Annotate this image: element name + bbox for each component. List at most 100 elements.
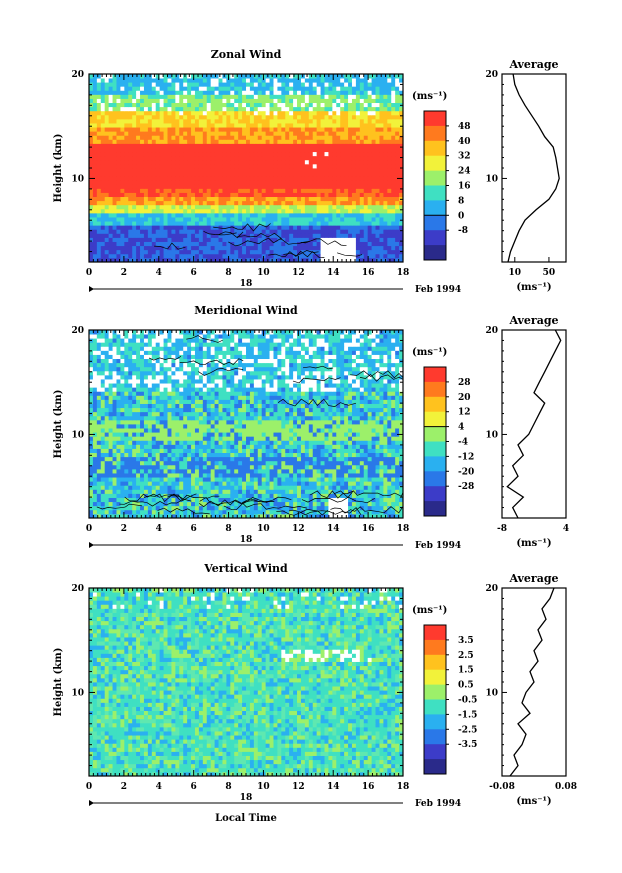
zonal-cell bbox=[344, 147, 349, 153]
zonal-cell bbox=[151, 94, 157, 99]
zonal-cell bbox=[344, 225, 349, 230]
zonal-cell bbox=[128, 180, 133, 185]
zonal-cell bbox=[273, 127, 278, 132]
zonal-cell bbox=[151, 123, 157, 128]
zonal-cell bbox=[191, 114, 196, 120]
zonal-cell bbox=[163, 229, 168, 234]
zonal-cell bbox=[100, 180, 106, 185]
zonal-cell bbox=[179, 98, 184, 104]
zonal-cell bbox=[206, 176, 212, 181]
zonal-cell bbox=[163, 74, 168, 79]
zonal-cell bbox=[140, 74, 145, 79]
zonal-cell bbox=[210, 176, 216, 181]
zonal-cell bbox=[269, 106, 274, 112]
zonal-cell bbox=[277, 237, 282, 242]
meridional-cell bbox=[89, 468, 94, 474]
zonal-cell bbox=[214, 172, 219, 177]
zonal-cell bbox=[324, 253, 329, 259]
zonal-cell bbox=[308, 172, 314, 177]
meridional-cell bbox=[367, 505, 373, 511]
zonal-cell bbox=[344, 143, 349, 148]
meridional-cell bbox=[179, 509, 184, 515]
zonal-cell bbox=[359, 241, 365, 247]
zonal-cell bbox=[96, 102, 102, 108]
zonal-cell bbox=[261, 192, 267, 198]
zonal-cell bbox=[108, 82, 113, 87]
zonal-cell bbox=[100, 118, 106, 124]
meridional-cell bbox=[293, 501, 298, 507]
zonal-cell bbox=[375, 151, 380, 157]
zonal-cell bbox=[202, 118, 208, 124]
zonal-cell bbox=[285, 253, 290, 259]
zonal-cell bbox=[218, 233, 223, 238]
zonal-cell bbox=[147, 114, 153, 120]
zonal-cell bbox=[289, 110, 294, 116]
zonal-cell bbox=[387, 249, 392, 255]
zonal-cell bbox=[96, 90, 102, 95]
zonal-cell bbox=[198, 217, 204, 222]
zonal-cell bbox=[120, 241, 125, 247]
zonal-cell bbox=[124, 188, 129, 193]
zonal-cell bbox=[238, 135, 243, 140]
zonal-cell bbox=[340, 208, 345, 214]
zonal-cell bbox=[395, 208, 400, 214]
zonal-cell bbox=[159, 127, 164, 132]
zonal-cell bbox=[198, 221, 204, 226]
zonal-cell bbox=[120, 188, 125, 193]
zonal-cell bbox=[320, 253, 325, 259]
zonal-cell bbox=[371, 237, 376, 242]
meridional-cell bbox=[249, 493, 255, 498]
zonal-cell bbox=[100, 172, 106, 177]
zonal-cell bbox=[371, 229, 376, 234]
zonal-cell bbox=[96, 135, 102, 140]
zonal-cell bbox=[269, 90, 274, 95]
zonal-cell bbox=[163, 200, 168, 206]
meridional-cell bbox=[159, 513, 164, 519]
zonal-cell bbox=[194, 200, 200, 206]
zonal-cell bbox=[238, 204, 243, 210]
meridional-cell bbox=[387, 473, 392, 478]
meridional-cell bbox=[155, 485, 161, 490]
zonal-cell bbox=[383, 127, 388, 132]
zonal-cell bbox=[100, 123, 106, 128]
zonal-cell bbox=[289, 196, 294, 202]
zonal-cell bbox=[191, 172, 196, 177]
zonal-cell bbox=[348, 159, 353, 165]
zonal-cell bbox=[108, 200, 113, 206]
zonal-cell bbox=[163, 135, 168, 140]
zonal-contour-line bbox=[300, 238, 347, 247]
zonal-cell bbox=[187, 176, 192, 181]
zonal-cell bbox=[344, 102, 349, 108]
zonal-cell bbox=[336, 233, 341, 238]
zonal-cell bbox=[304, 114, 310, 120]
zonal-cell bbox=[273, 233, 278, 238]
zonal-cell bbox=[308, 102, 314, 108]
meridional-cell bbox=[179, 481, 184, 486]
zonal-cell bbox=[395, 143, 400, 148]
zonal-cell bbox=[238, 118, 243, 124]
zonal-cell bbox=[297, 192, 302, 198]
zonal-cell bbox=[340, 106, 345, 112]
zonal-cell bbox=[297, 253, 302, 259]
zonal-cell bbox=[351, 192, 357, 198]
zonal-cell bbox=[281, 249, 286, 255]
zonal-cell bbox=[324, 114, 329, 120]
meridional-cell bbox=[363, 473, 369, 478]
zonal-cell bbox=[371, 94, 376, 99]
zonal-cell bbox=[222, 176, 227, 181]
meridional-cell bbox=[273, 477, 278, 482]
zonal-cell bbox=[399, 98, 404, 104]
zonal-cell bbox=[206, 90, 212, 95]
zonal-cell bbox=[297, 212, 302, 218]
zonal-cell bbox=[351, 172, 357, 177]
zonal-cell bbox=[273, 245, 278, 251]
meridional-cell bbox=[179, 501, 184, 507]
zonal-cell bbox=[151, 237, 157, 242]
zonal-cell bbox=[151, 233, 157, 238]
meridional-cell bbox=[92, 468, 98, 474]
zonal-cell bbox=[265, 106, 270, 112]
meridional-cell bbox=[128, 489, 133, 494]
zonal-cell bbox=[179, 196, 184, 202]
zonal-cell bbox=[155, 110, 161, 116]
zonal-cell bbox=[273, 143, 278, 148]
